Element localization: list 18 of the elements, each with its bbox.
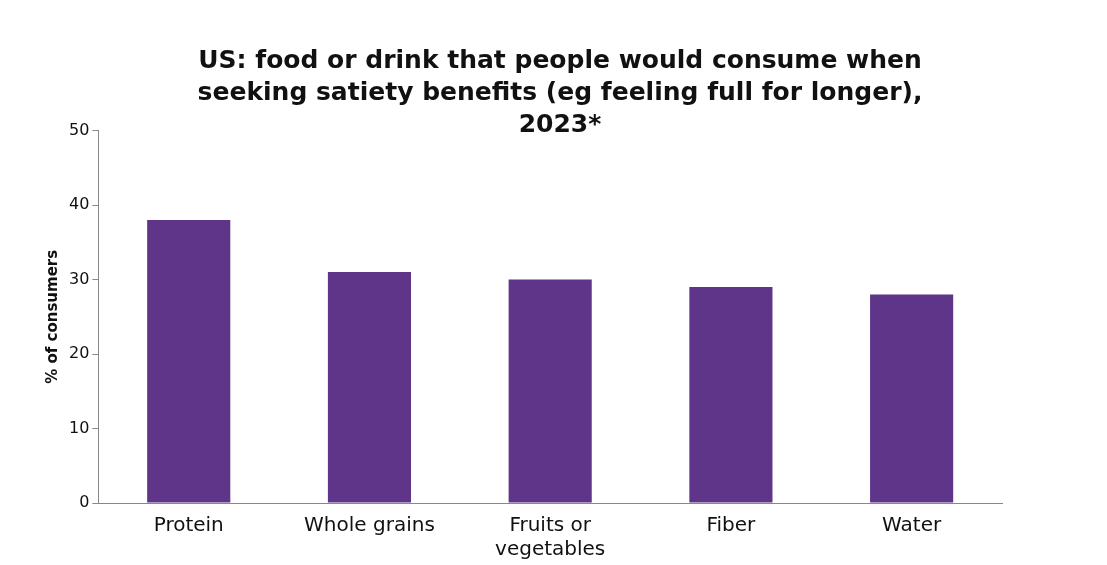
chart-title: US: food or drink that people would consume when seeking satiety benefits (eg feeling full for longer), 2023* xyxy=(196,44,924,140)
y-tick-label: 30 xyxy=(69,268,90,288)
bar xyxy=(870,294,954,503)
x-tick-label: Whole grains xyxy=(304,512,435,537)
bar xyxy=(327,272,412,503)
y-tick-label: 10 xyxy=(69,417,90,437)
y-tick-label: 50 xyxy=(69,119,90,139)
y-tick-label: 40 xyxy=(69,194,90,214)
x-tick-label: Fiber xyxy=(706,512,757,537)
bar xyxy=(147,219,231,503)
bar xyxy=(689,287,773,503)
y-axis-title: % of consumers xyxy=(42,249,61,384)
x-tick-label: Fruits or vegetables xyxy=(495,512,606,561)
y-tick-label: 20 xyxy=(69,343,90,363)
x-tick-label: Protein xyxy=(153,512,224,537)
bar xyxy=(508,279,592,503)
x-tick-label: Water xyxy=(882,512,942,537)
y-tick-label: 0 xyxy=(79,492,90,512)
